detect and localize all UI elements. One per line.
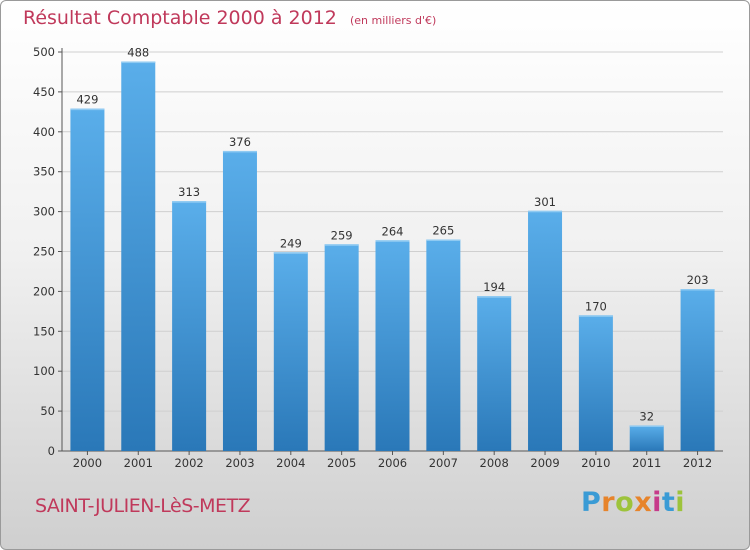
value-label-2009: 301 — [534, 195, 556, 209]
bar-2008 — [477, 296, 512, 451]
x-tick-label-2011: 2011 — [632, 456, 661, 470]
chart-title: Résultat Comptable 2000 à 2012 — [23, 7, 337, 29]
bar-2005 — [324, 244, 359, 451]
y-tick-label: 150 — [33, 324, 55, 338]
bar-top-highlight — [273, 252, 308, 254]
data-labels: 429 488 313 376 249 259 264 265 194 301 170 32 203 — [76, 46, 708, 424]
logo-letter: x — [634, 487, 653, 518]
bar-2006 — [375, 240, 410, 451]
bar-top-highlight — [121, 61, 156, 64]
y-tick-label: 200 — [33, 284, 55, 298]
logo-letter: i — [652, 487, 662, 518]
x-tick-label-2004: 2004 — [276, 456, 305, 470]
x-tick-label-2006: 2006 — [378, 456, 407, 470]
value-label-2001: 488 — [127, 46, 149, 60]
bar-top-highlight — [324, 244, 359, 246]
value-label-2012: 203 — [687, 273, 709, 287]
bar-2001 — [121, 61, 156, 452]
x-tick-label-2002: 2002 — [174, 456, 203, 470]
value-label-2005: 259 — [331, 228, 353, 242]
logo-letter: t — [661, 487, 676, 518]
bar-top-highlight — [375, 240, 410, 242]
bar-2009 — [528, 210, 563, 451]
y-tick-label: 500 — [33, 45, 55, 59]
bar-2000 — [70, 108, 105, 452]
bar-top-highlight — [70, 108, 105, 111]
bar-top-highlight — [528, 210, 563, 213]
value-label-2007: 265 — [432, 224, 454, 238]
value-label-2004: 249 — [280, 236, 302, 250]
logo-letter: P — [581, 487, 602, 518]
bar-2003 — [222, 150, 257, 451]
y-tick-label: 400 — [33, 125, 55, 139]
y-tick-label: 300 — [33, 205, 55, 219]
proxiti-logo[interactable]: Proxiti — [581, 487, 685, 518]
bar-top-highlight — [477, 296, 512, 298]
y-tick-label: 450 — [33, 85, 55, 99]
x-tick-label-2000: 2000 — [73, 456, 102, 470]
value-label-2002: 313 — [178, 185, 200, 199]
title-row: Résultat Comptable 2000 à 2012 (en milli… — [23, 7, 436, 29]
bar-2004 — [273, 252, 308, 451]
x-tick-label-2008: 2008 — [480, 456, 509, 470]
value-label-2003: 376 — [229, 135, 251, 149]
logo-letter: r — [601, 487, 616, 518]
y-tick-label: 250 — [33, 245, 55, 259]
value-label-2006: 264 — [382, 224, 404, 238]
y-tick-label: 100 — [33, 364, 55, 378]
bar-top-highlight — [578, 315, 613, 317]
bars — [70, 61, 715, 452]
axes: 0 50 100 150 200 250 300 350 400 450 500 2000 2001 20… — [33, 45, 723, 470]
value-label-2011: 32 — [639, 409, 654, 423]
x-tick-label-2010: 2010 — [581, 456, 610, 470]
logo-letter: o — [615, 487, 635, 518]
bar-top-highlight — [222, 150, 257, 153]
bar-top-highlight — [680, 289, 715, 291]
value-label-2010: 170 — [585, 299, 607, 313]
value-label-2000: 429 — [76, 93, 98, 107]
bar-2007 — [426, 239, 461, 451]
x-tick-label-2007: 2007 — [429, 456, 458, 470]
value-label-2008: 194 — [483, 280, 505, 294]
y-tick-label: 0 — [48, 444, 55, 458]
bar-2002 — [172, 201, 207, 451]
bar-top-highlight — [426, 239, 461, 242]
x-tick-label-2009: 2009 — [530, 456, 559, 470]
bar-top-highlight — [629, 425, 664, 427]
bar-2010 — [578, 315, 613, 451]
y-tick-label: 350 — [33, 165, 55, 179]
bar-2012 — [680, 289, 715, 451]
x-tick-label-2005: 2005 — [327, 456, 356, 470]
bar-2011 — [629, 425, 664, 451]
logo-letter: i — [675, 487, 686, 518]
x-tick-label-2001: 2001 — [124, 456, 153, 470]
bar-top-highlight — [172, 201, 207, 203]
x-tick-label-2012: 2012 — [683, 456, 712, 470]
commune-name: SAINT-JULIEN-LèS-METZ — [35, 495, 251, 517]
x-tick-label-2003: 2003 — [225, 456, 254, 470]
y-tick-label: 50 — [40, 404, 55, 418]
chart-unit: (en milliers d'€) — [349, 14, 437, 27]
